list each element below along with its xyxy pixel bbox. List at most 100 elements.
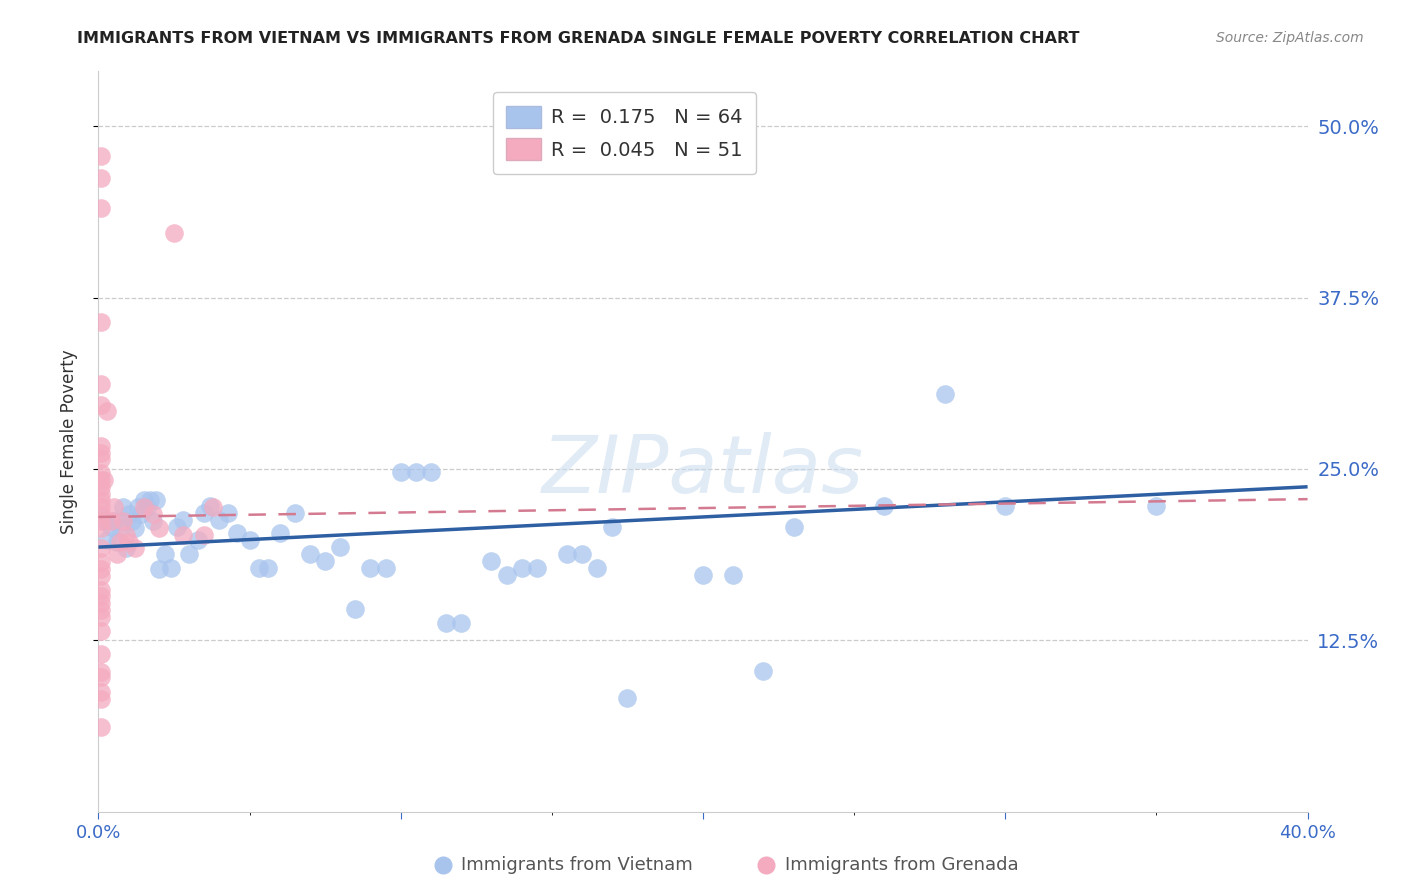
Point	[1144, 499, 1167, 513]
Point	[405, 465, 427, 479]
Point	[179, 547, 201, 561]
Point	[90, 596, 112, 610]
Point	[111, 514, 134, 528]
Point	[160, 560, 183, 574]
Point	[602, 519, 624, 533]
Text: Source: ZipAtlas.com: Source: ZipAtlas.com	[1216, 31, 1364, 45]
Point	[526, 560, 548, 574]
Point	[127, 500, 149, 515]
Point	[103, 514, 125, 528]
Point	[873, 499, 896, 513]
Text: Immigrants from Vietnam: Immigrants from Vietnam	[461, 856, 693, 874]
Point	[994, 499, 1017, 513]
Point	[374, 560, 396, 574]
Point	[90, 493, 112, 508]
Point	[90, 624, 112, 638]
Point	[510, 560, 533, 574]
Point	[90, 692, 112, 706]
Point	[90, 647, 112, 661]
Point	[93, 514, 115, 528]
Point	[111, 500, 134, 515]
Point	[555, 547, 578, 561]
Point	[172, 528, 194, 542]
Point	[208, 513, 231, 527]
Point	[114, 528, 136, 542]
Point	[90, 439, 112, 453]
Point	[90, 315, 112, 329]
Point	[200, 499, 222, 513]
Point	[344, 602, 367, 616]
Point	[202, 500, 225, 515]
Point	[389, 465, 412, 479]
Point	[93, 473, 115, 487]
Point	[90, 376, 112, 391]
Point	[132, 493, 155, 508]
Point	[145, 493, 167, 508]
Point	[139, 493, 162, 508]
Point	[90, 466, 112, 480]
Point	[934, 386, 956, 401]
Point	[96, 533, 118, 548]
Point	[90, 610, 112, 624]
Point	[90, 555, 112, 569]
Point	[495, 567, 517, 582]
Point	[105, 534, 128, 549]
Point	[118, 507, 141, 521]
Point	[124, 521, 146, 535]
Point	[90, 202, 112, 216]
Point	[90, 507, 112, 521]
Legend: R =  0.175   N = 64, R =  0.045   N = 51: R = 0.175 N = 64, R = 0.045 N = 51	[492, 92, 756, 174]
Point	[217, 506, 239, 520]
Point	[723, 567, 745, 582]
Point	[90, 582, 112, 597]
Point	[108, 521, 131, 535]
Point	[90, 590, 112, 604]
Point	[148, 562, 170, 576]
Point	[90, 486, 112, 500]
Point	[783, 519, 806, 533]
Point	[114, 541, 136, 556]
Text: IMMIGRANTS FROM VIETNAM VS IMMIGRANTS FROM GRENADA SINGLE FEMALE POVERTY CORRELA: IMMIGRANTS FROM VIETNAM VS IMMIGRANTS FR…	[77, 31, 1080, 46]
Point	[193, 528, 215, 542]
Point	[103, 500, 125, 515]
Point	[90, 398, 112, 412]
Text: Immigrants from Grenada: Immigrants from Grenada	[785, 856, 1018, 874]
Point	[163, 226, 186, 240]
Point	[142, 507, 165, 521]
Point	[108, 534, 131, 549]
Point	[90, 562, 112, 576]
Point	[692, 567, 714, 582]
Point	[100, 514, 122, 528]
Point	[450, 615, 472, 630]
Point	[148, 521, 170, 535]
Point	[132, 500, 155, 515]
Point	[481, 554, 503, 568]
Point	[90, 445, 112, 459]
Point	[118, 534, 141, 549]
Point	[571, 547, 593, 561]
Point	[166, 519, 188, 533]
Point	[90, 514, 112, 528]
Point	[90, 452, 112, 467]
Point	[247, 560, 270, 574]
Point	[90, 149, 112, 163]
Point	[256, 560, 278, 574]
Text: ZIPatlas: ZIPatlas	[541, 432, 865, 510]
Point	[135, 500, 157, 515]
Point	[193, 506, 215, 520]
Point	[121, 514, 143, 528]
Point	[299, 547, 322, 561]
Point	[90, 603, 112, 617]
Point	[90, 720, 112, 734]
Point	[90, 569, 112, 583]
Point	[434, 615, 457, 630]
Point	[239, 533, 262, 548]
Point	[90, 685, 112, 699]
Point	[90, 541, 112, 556]
Point	[90, 480, 112, 494]
Point	[187, 533, 209, 548]
Point	[329, 540, 352, 554]
Point	[153, 547, 176, 561]
Point	[586, 560, 609, 574]
Point	[314, 554, 336, 568]
